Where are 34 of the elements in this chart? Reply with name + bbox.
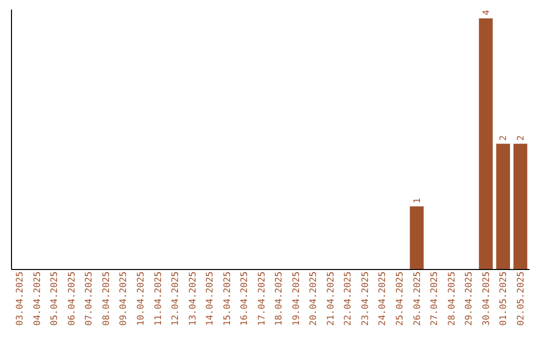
x-tick-label: 22.04.2025 [344,272,354,326]
x-tick-label: 04.04.2025 [32,272,43,326]
x-tick-label: 06.04.2025 [67,272,78,326]
x-tick-label: 27.04.2025 [430,272,440,326]
data-label: 4 [482,10,492,16]
x-tick-label: 17.04.2025 [257,272,268,326]
x-tick-label: 05.04.2025 [50,272,60,326]
x-tick-label: 14.04.2025 [206,272,216,326]
x-tick-label: 23.04.2025 [360,272,371,326]
x-tick-label: 12.04.2025 [171,272,182,326]
data-label: 2 [499,135,510,141]
x-tick-label: 09.04.2025 [119,272,130,326]
x-tick-label: 18.04.2025 [274,272,285,326]
x-tick-label: 03.04.2025 [16,272,26,326]
x-tick-label: 24.04.2025 [378,272,388,326]
x-tick-label: 13.04.2025 [188,272,198,326]
data-label: 1 [412,198,423,204]
data-label: 2 [516,135,526,141]
x-tick-label: 30.04.2025 [482,272,492,326]
x-tick-label: 10.04.2025 [136,272,146,326]
x-tick-label: 26.04.2025 [412,272,423,326]
x-tick-label: 25.04.2025 [396,272,406,326]
x-tick-label: 21.04.2025 [326,272,336,326]
x-tick-label: 07.04.2025 [84,272,95,326]
x-tick-label: 15.04.2025 [222,272,233,326]
x-tick-label: 02.05.2025 [516,272,526,326]
x-tick-label: 28.04.2025 [447,272,458,326]
x-tick-label: 11.04.2025 [154,272,164,326]
x-tick-label: 20.04.2025 [309,272,320,326]
x-tick-label: 01.05.2025 [499,272,510,326]
x-tick-label: 16.04.2025 [240,272,250,326]
x-tick-label: 29.04.2025 [464,272,475,326]
x-tick-label: 19.04.2025 [292,272,302,326]
x-tick-label: 08.04.2025 [102,272,112,326]
